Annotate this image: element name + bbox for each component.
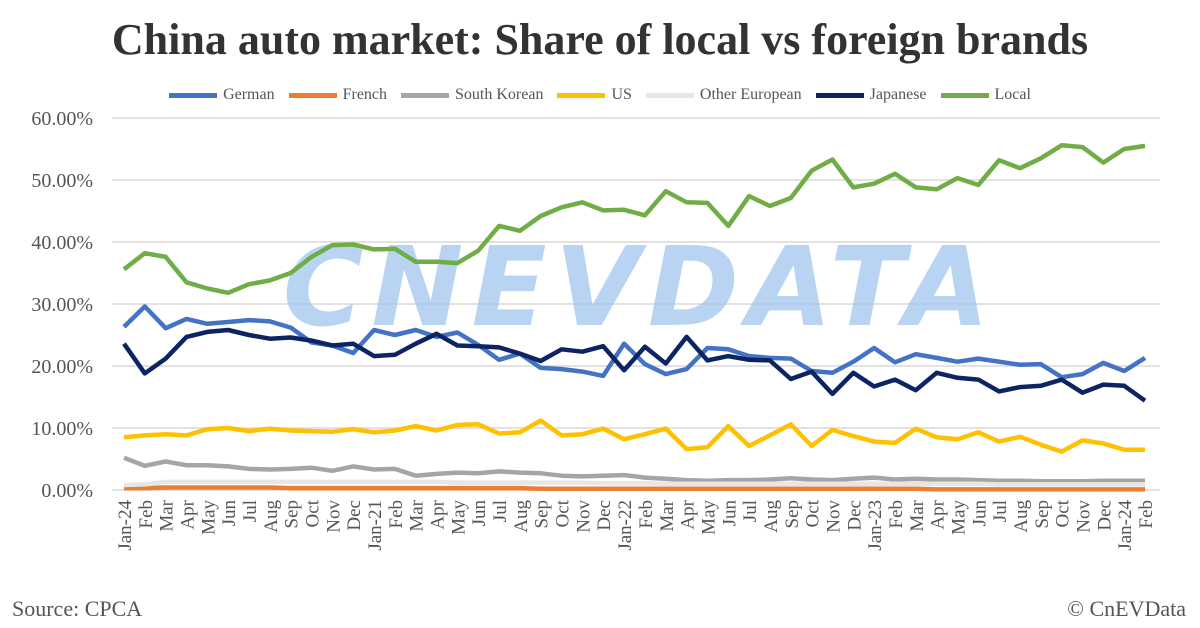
legend-item: US	[557, 86, 632, 104]
x-tick-label: Dec	[344, 500, 365, 531]
x-tick-label: Mar	[907, 499, 928, 531]
y-tick-label: 30.00%	[31, 294, 93, 316]
series-line-german	[122, 304, 1147, 380]
x-tick-label: Mar	[157, 499, 178, 531]
x-tick-label: Dec	[1094, 500, 1115, 531]
y-tick-label: 60.00%	[31, 108, 93, 130]
x-tick-label: Apr	[928, 499, 949, 529]
legend-swatch	[401, 92, 450, 98]
legend-label: South Korean	[455, 86, 544, 103]
legend-swatch	[815, 92, 864, 98]
x-tick-label: Aug	[1011, 500, 1032, 533]
x-tick-label: Jul	[240, 500, 261, 522]
legend-item: French	[288, 86, 388, 104]
x-tick-label: Aug	[261, 500, 282, 533]
series-line-japanese	[122, 327, 1147, 403]
y-tick-label: 10.00%	[31, 418, 93, 440]
x-tick-label: May	[198, 500, 219, 535]
x-tick-label: Feb	[636, 500, 657, 529]
y-tick-label: 20.00%	[31, 356, 93, 378]
x-tick-label: Nov	[823, 500, 844, 533]
legend-label: US	[611, 86, 632, 103]
x-tick-label: Nov	[1073, 500, 1094, 533]
legend-label: Other European	[699, 86, 802, 103]
legend-item: Japanese	[815, 86, 927, 104]
x-tick-label: Jun	[469, 500, 490, 527]
x-tick-label: Feb	[386, 500, 407, 529]
x-tick-label: Nov	[323, 500, 344, 533]
watermark-logo: CNEVDATA	[283, 223, 998, 351]
legend-swatch	[288, 92, 337, 98]
x-tick-label: Jan-24	[115, 500, 136, 551]
legend-swatch	[940, 92, 989, 98]
y-tick-label: 40.00%	[31, 232, 93, 254]
x-tick-label: Aug	[511, 500, 532, 533]
x-tick-label: Oct	[803, 499, 824, 527]
y-tick-label: 50.00%	[31, 170, 93, 192]
source-note: Source: CPCA	[12, 596, 143, 621]
x-tick-label: Nov	[573, 500, 594, 533]
x-tick-label: Apr	[178, 499, 199, 529]
x-tick-label: Oct	[553, 499, 574, 527]
x-tick-label: Jun	[219, 500, 240, 527]
legend-label: German	[223, 86, 275, 103]
series-line-south-korean	[123, 455, 1145, 484]
series-line-us	[123, 418, 1145, 454]
legend: German French South Korean US Other European…	[0, 86, 1200, 104]
x-tick-label: May	[698, 500, 719, 535]
legend-label: French	[342, 86, 388, 103]
x-tick-label: Apr	[678, 499, 699, 529]
series-line-other-european	[123, 479, 1145, 488]
x-tick-label: Jun	[969, 500, 990, 527]
legend-label: Japanese	[869, 86, 927, 103]
x-tick-label: Feb	[136, 500, 157, 529]
x-tick-label: Oct	[1053, 499, 1074, 527]
x-tick-label: Mar	[407, 499, 428, 531]
x-tick-label: Dec	[594, 500, 615, 531]
series-line-french	[124, 485, 1145, 492]
x-tick-label: Jul	[490, 500, 511, 522]
legend-swatch	[557, 92, 606, 98]
x-tick-label: Jun	[719, 500, 740, 527]
x-tick-label: Jul	[740, 500, 761, 522]
x-tick-label: Sep	[532, 500, 553, 529]
x-tick-label: May	[948, 500, 969, 535]
legend-label: Local	[994, 86, 1031, 103]
x-tick-label: Dec	[844, 500, 865, 531]
x-tick-label: Jan-21	[365, 500, 386, 551]
x-tick-label: Feb	[1136, 500, 1157, 529]
x-tick-label: Sep	[282, 500, 303, 529]
x-tick-label: Aug	[761, 500, 782, 533]
legend-item: German	[169, 86, 275, 104]
x-tick-label: Feb	[886, 500, 907, 529]
x-tick-label: Jul	[990, 500, 1011, 522]
x-tick-label: Oct	[303, 499, 324, 527]
x-tick-label: Jan-23	[865, 500, 886, 551]
series-line-local	[122, 143, 1146, 296]
x-tick-label: Mar	[657, 499, 678, 531]
legend-item: Local	[940, 86, 1031, 104]
legend-swatch	[169, 92, 218, 98]
x-tick-label: Jan-22	[615, 500, 636, 551]
y-tick-label: 0.00%	[41, 480, 93, 502]
legend-item: South Korean	[401, 86, 543, 104]
x-tick-label: May	[448, 500, 469, 535]
chart-title: China auto market: Share of local vs for…	[111, 15, 1089, 64]
x-tick-label: Jan-24	[1115, 500, 1136, 551]
legend-swatch	[645, 92, 694, 98]
x-tick-label: Sep	[1032, 500, 1053, 529]
x-tick-label: Sep	[782, 500, 803, 529]
legend-item: Other European	[645, 86, 802, 104]
x-tick-label: Apr	[428, 499, 449, 529]
copyright-note: © CnEVData	[1067, 596, 1186, 621]
